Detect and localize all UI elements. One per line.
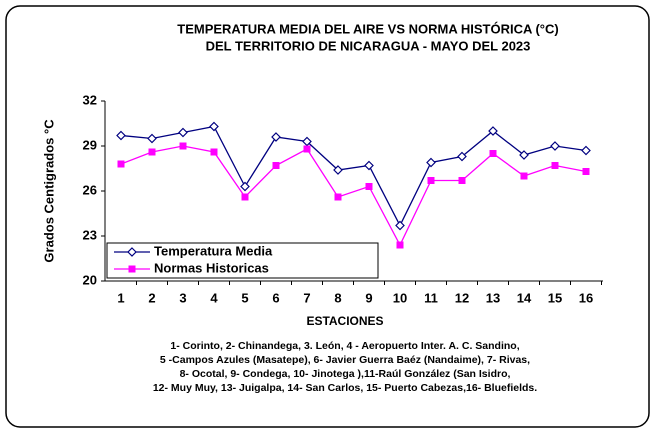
y-tick-label: 32 bbox=[83, 92, 97, 107]
marker bbox=[395, 220, 405, 231]
marker bbox=[240, 181, 250, 192]
x-tick-label: 8 bbox=[334, 290, 341, 305]
y-tick-label: 26 bbox=[83, 182, 97, 197]
marker bbox=[364, 160, 374, 171]
marker bbox=[116, 130, 126, 141]
x-tick-label: 4 bbox=[210, 290, 218, 305]
marker bbox=[127, 247, 137, 257]
marker bbox=[334, 193, 342, 201]
x-tick-label: 10 bbox=[393, 290, 407, 305]
x-tick-label: 11 bbox=[424, 290, 438, 305]
marker bbox=[128, 265, 136, 273]
marker bbox=[210, 148, 218, 156]
marker bbox=[520, 172, 528, 180]
marker bbox=[582, 168, 590, 175]
marker bbox=[147, 133, 157, 144]
footnote: 5 -Campos Azules (Masatepe), 6- Javier G… bbox=[160, 354, 530, 366]
line bbox=[120, 125, 587, 227]
marker bbox=[271, 132, 281, 142]
marker bbox=[272, 162, 280, 169]
x-tick-label: 1 bbox=[117, 290, 124, 305]
chart-title: TEMPERATURA MEDIA DEL AIRE VS NORMA HIST… bbox=[177, 21, 558, 36]
x-axis-label: ESTACIONES bbox=[306, 314, 383, 328]
marker bbox=[550, 141, 560, 151]
x-tick-label: 12 bbox=[455, 290, 469, 305]
marker bbox=[427, 177, 435, 184]
marker bbox=[489, 150, 497, 157]
line bbox=[120, 145, 587, 247]
marker bbox=[179, 142, 187, 150]
marker bbox=[519, 150, 529, 160]
y-tick-label: 20 bbox=[83, 272, 97, 287]
marker bbox=[365, 183, 373, 190]
y-tick-label: 23 bbox=[83, 227, 97, 242]
x-tick-label: 6 bbox=[272, 290, 279, 305]
marker bbox=[303, 145, 311, 153]
marker bbox=[333, 165, 343, 175]
marker bbox=[458, 177, 466, 184]
x-tick-label: 7 bbox=[303, 290, 310, 305]
legend-box bbox=[106, 242, 379, 279]
x-tick-label: 13 bbox=[486, 290, 500, 305]
frame bbox=[5, 5, 650, 428]
x-tick-label: 14 bbox=[517, 290, 532, 305]
marker bbox=[117, 160, 125, 168]
marker bbox=[457, 151, 467, 162]
x-tick-label: 2 bbox=[148, 290, 155, 305]
marker bbox=[551, 162, 559, 169]
x-tick-label: 5 bbox=[241, 290, 248, 305]
footnote: 8- Ocotal, 9- Condega, 10- Jinotega ),11… bbox=[180, 368, 511, 380]
legend-label: Normas Historicas bbox=[154, 260, 269, 275]
footnote: 1- Corinto, 2- Chinandega, 3. León, 4 - … bbox=[170, 340, 519, 352]
legend-label: Temperatura Media bbox=[154, 243, 273, 258]
marker bbox=[426, 157, 436, 168]
footnote: 12- Muy Muy, 13- Juigalpa, 14- San Carlo… bbox=[153, 382, 537, 394]
marker bbox=[396, 241, 404, 249]
marker bbox=[178, 127, 188, 138]
marker bbox=[209, 121, 219, 132]
y-tick-label: 29 bbox=[83, 137, 97, 152]
y-axis-label: Grados Centigrados °C bbox=[41, 119, 56, 263]
marker bbox=[148, 148, 156, 156]
chart-title: DEL TERRITORIO DE NICARAGUA - MAYO DEL 2… bbox=[206, 38, 531, 53]
x-tick-label: 16 bbox=[579, 290, 593, 305]
marker bbox=[241, 193, 249, 201]
x-tick-label: 3 bbox=[179, 290, 186, 305]
x-tick-label: 15 bbox=[548, 290, 562, 305]
marker bbox=[488, 126, 498, 136]
marker bbox=[581, 145, 591, 156]
x-tick-label: 9 bbox=[365, 290, 372, 305]
